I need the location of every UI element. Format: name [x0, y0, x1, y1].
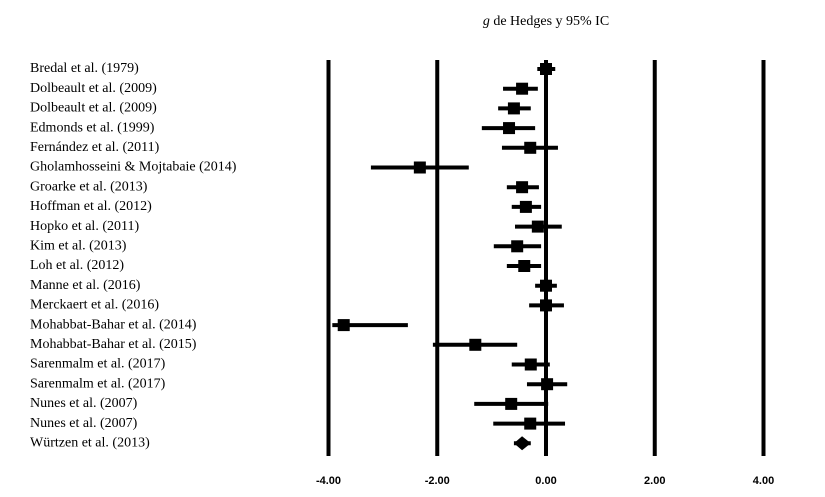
- effect-point: [531, 220, 544, 233]
- study-label: Nunes et al. (2007): [30, 416, 138, 431]
- effect-point: [505, 397, 518, 410]
- effect-point: [469, 338, 482, 351]
- study-label: Dolbeault et al. (2009): [30, 81, 157, 96]
- study-label: Groarke et al. (2013): [30, 179, 148, 194]
- study-label: Dolbeault et al. (2009): [30, 101, 157, 116]
- title-symbol: g: [483, 14, 490, 29]
- x-tick-label: -2.00: [425, 475, 450, 487]
- study-label: Merckaert et al. (2016): [30, 298, 159, 313]
- x-tick-label: -4.00: [316, 475, 341, 487]
- study-label: Bredal et al. (1979): [30, 61, 139, 76]
- x-tick-label: 4.00: [753, 475, 774, 487]
- study-label: Mohabbat-Bahar et al. (2015): [30, 337, 197, 352]
- x-tick-label: 2.00: [644, 475, 665, 487]
- study-label: Sarenmalm et al. (2017): [30, 357, 166, 372]
- effect-point: [524, 417, 537, 430]
- effect-point: [519, 200, 532, 213]
- study-label: Mohabbat-Bahar et al. (2014): [30, 317, 197, 332]
- effect-point: [516, 181, 529, 194]
- summary-diamond: [513, 436, 531, 451]
- effect-point: [413, 161, 426, 174]
- effect-point: [541, 378, 554, 391]
- study-label: Hoffman et al. (2012): [30, 199, 152, 214]
- effect-point: [503, 122, 516, 135]
- effect-point: [516, 82, 529, 95]
- study-label: Gholamhosseini & Mojtabaie (2014): [30, 160, 237, 175]
- effect-point: [540, 299, 552, 312]
- effect-point: [540, 279, 552, 292]
- x-tick-label: 0.00: [535, 475, 556, 487]
- effect-point: [540, 63, 552, 75]
- effect-point: [524, 358, 537, 371]
- study-label: Manne et al. (2016): [30, 278, 141, 293]
- effect-point: [337, 319, 350, 332]
- effect-point: [524, 141, 537, 154]
- study-label: Edmonds et al. (1999): [30, 120, 155, 135]
- effect-point: [518, 260, 531, 272]
- chart-title: g de Hedges y 95% IC: [483, 14, 609, 29]
- study-label: Fernández et al. (2011): [30, 140, 160, 155]
- study-label: Nunes et al. (2007): [30, 396, 138, 411]
- study-label: Hopko et al. (2011): [30, 219, 139, 234]
- study-label: Würtzen et al. (2013): [30, 436, 150, 451]
- study-label: Kim et al. (2013): [30, 239, 127, 254]
- title-text: de Hedges y 95% IC: [493, 14, 609, 29]
- effect-point: [511, 240, 524, 253]
- study-label: Loh et al. (2012): [30, 258, 124, 273]
- effect-point: [507, 102, 520, 115]
- study-label: Sarenmalm et al. (2017): [30, 376, 166, 391]
